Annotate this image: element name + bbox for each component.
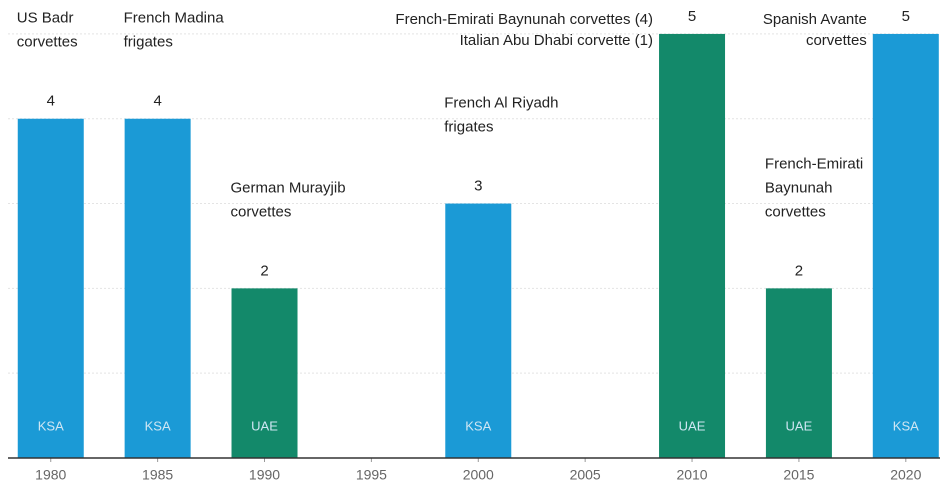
data-label: 3 [474,178,482,195]
annotation: frigates [444,119,493,136]
bar-country: UAE [679,418,706,433]
bar-country: UAE [786,418,813,433]
annotation: US Badr [17,10,74,27]
data-label: 5 [688,8,696,25]
bar [124,118,191,459]
bar-country: KSA [465,418,491,433]
annotation: Italian Abu Dhabi corvette (1) [460,32,653,49]
bar [231,288,298,458]
annotation: French Al Riyadh [444,95,558,112]
x-tick-label: 1990 [249,467,280,483]
annotation: Baynunah [765,179,833,196]
x-tick-label: 1995 [356,467,387,483]
annotation: corvettes [231,203,292,220]
annotation: French-Emirati Baynunah corvettes (4) [395,11,653,28]
bar [659,33,726,458]
annotation: corvettes [17,34,78,51]
x-tick-label: 2010 [676,467,707,483]
bar-country: UAE [251,418,278,433]
data-label: 2 [795,262,803,279]
annotation: French Madina [124,10,225,27]
x-tick-label: 2020 [890,467,921,483]
x-tick-label: 1985 [142,467,173,483]
bar [872,33,939,458]
x-tick-label: 1980 [35,467,66,483]
bar [445,203,512,458]
annotation: Spanish Avante [763,11,867,28]
annotation: French-Emirati [765,155,863,172]
annotation: German Murayjib [231,179,346,196]
x-tick-label: 2015 [783,467,814,483]
x-tick-label: 2000 [463,467,494,483]
x-tick-label: 2005 [570,467,601,483]
data-label: 4 [153,93,161,110]
data-label: 2 [260,262,268,279]
data-label: 4 [47,93,55,110]
bar [765,288,832,458]
annotation: corvettes [765,203,826,220]
bar-country: KSA [38,418,64,433]
annotation: corvettes [806,32,867,49]
annotation: frigates [124,34,173,51]
bar [17,118,84,459]
bar-country: KSA [893,418,919,433]
bar-country: KSA [145,418,171,433]
data-label: 5 [902,8,910,25]
